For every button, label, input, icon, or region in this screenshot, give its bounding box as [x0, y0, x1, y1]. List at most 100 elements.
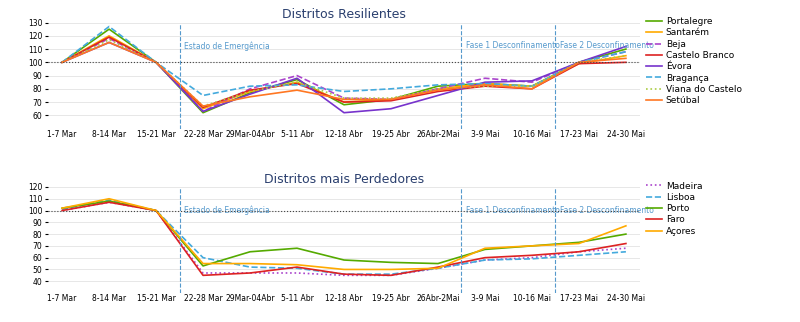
Bragança	[339, 90, 349, 93]
Beja	[58, 61, 67, 64]
Porto	[574, 241, 584, 244]
Beja	[339, 96, 349, 100]
Açores	[339, 268, 349, 271]
Line: Castelo Branco: Castelo Branco	[62, 37, 626, 108]
Évora	[246, 92, 255, 96]
Viana do Castelo	[151, 61, 161, 64]
Santarém	[198, 107, 208, 111]
Line: Santarém: Santarém	[62, 36, 626, 109]
Faro	[292, 265, 302, 269]
Açores	[246, 261, 255, 265]
Madeira	[527, 256, 537, 260]
Porto	[480, 248, 490, 251]
Madeira	[292, 271, 302, 275]
Line: Portalegre: Portalegre	[62, 29, 626, 113]
Açores	[386, 268, 396, 271]
Lisboa	[58, 207, 67, 211]
Portalegre	[339, 103, 349, 107]
Évora	[151, 61, 161, 64]
Line: Viana do Castelo: Viana do Castelo	[62, 40, 626, 106]
Évora	[386, 107, 396, 111]
Line: Bragança: Bragança	[62, 26, 626, 95]
Portalegre	[292, 78, 302, 81]
Castelo Branco	[480, 84, 490, 88]
Santarém	[339, 100, 349, 104]
Castelo Branco	[574, 62, 584, 66]
Santarém	[621, 54, 630, 58]
Portalegre	[198, 111, 208, 115]
Castelo Branco	[104, 35, 114, 39]
Viana do Castelo	[246, 90, 255, 93]
Beja	[151, 61, 161, 64]
Madeira	[480, 258, 490, 262]
Bragança	[292, 83, 302, 87]
Setúbal	[386, 98, 396, 101]
Text: Estado de Emergência: Estado de Emergência	[184, 205, 270, 215]
Madeira	[433, 266, 442, 270]
Title: Distritos mais Perdedores: Distritos mais Perdedores	[264, 173, 424, 186]
Setúbal	[246, 95, 255, 99]
Viana do Castelo	[58, 61, 67, 64]
Açores	[292, 263, 302, 267]
Bragança	[527, 84, 537, 88]
Setúbal	[574, 61, 584, 64]
Viana do Castelo	[339, 96, 349, 100]
Lisboa	[621, 250, 630, 254]
Bragança	[151, 61, 161, 64]
Faro	[246, 271, 255, 275]
Faro	[339, 272, 349, 276]
Text: Fase 1 Desconfinamento: Fase 1 Desconfinamento	[466, 206, 560, 215]
Portalegre	[527, 84, 537, 88]
Beja	[480, 76, 490, 80]
Text: Fase 2 Desconfinamento: Fase 2 Desconfinamento	[560, 206, 654, 215]
Santarém	[58, 61, 67, 64]
Faro	[480, 256, 490, 260]
Line: Porto: Porto	[62, 201, 626, 266]
Setúbal	[198, 104, 208, 108]
Portalegre	[433, 84, 442, 88]
Castelo Branco	[151, 61, 161, 64]
Line: Beja: Beja	[62, 38, 626, 111]
Açores	[574, 242, 584, 245]
Açores	[198, 261, 208, 265]
Legend: Madeira, Lisboa, Porto, Faro, Açores: Madeira, Lisboa, Porto, Faro, Açores	[646, 182, 702, 236]
Beja	[104, 36, 114, 40]
Castelo Branco	[339, 100, 349, 104]
Madeira	[386, 273, 396, 277]
Lisboa	[480, 258, 490, 262]
Faro	[151, 209, 161, 213]
Lisboa	[574, 253, 584, 257]
Faro	[198, 273, 208, 277]
Setúbal	[433, 88, 442, 92]
Évora	[292, 76, 302, 80]
Lisboa	[386, 272, 396, 276]
Line: Setúbal: Setúbal	[62, 43, 626, 106]
Porto	[198, 264, 208, 268]
Portalegre	[151, 61, 161, 64]
Évora	[480, 80, 490, 84]
Lisboa	[246, 265, 255, 269]
Lisboa	[198, 256, 208, 260]
Santarém	[527, 84, 537, 88]
Viana do Castelo	[292, 80, 302, 84]
Porto	[246, 250, 255, 254]
Line: Faro: Faro	[62, 202, 626, 275]
Portalegre	[58, 61, 67, 64]
Viana do Castelo	[386, 96, 396, 100]
Lisboa	[151, 209, 161, 213]
Évora	[58, 61, 67, 64]
Lisboa	[104, 198, 114, 202]
Beja	[246, 87, 255, 91]
Porto	[527, 244, 537, 248]
Bragança	[104, 24, 114, 28]
Lisboa	[292, 266, 302, 270]
Bragança	[198, 93, 208, 97]
Porto	[151, 209, 161, 213]
Porto	[339, 258, 349, 262]
Évora	[527, 79, 537, 83]
Bragança	[58, 61, 67, 64]
Line: Açores: Açores	[62, 199, 626, 270]
Faro	[104, 200, 114, 204]
Porto	[386, 260, 396, 264]
Beja	[433, 87, 442, 91]
